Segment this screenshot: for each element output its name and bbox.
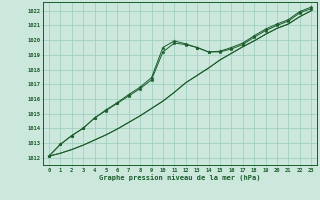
- X-axis label: Graphe pression niveau de la mer (hPa): Graphe pression niveau de la mer (hPa): [99, 174, 261, 181]
